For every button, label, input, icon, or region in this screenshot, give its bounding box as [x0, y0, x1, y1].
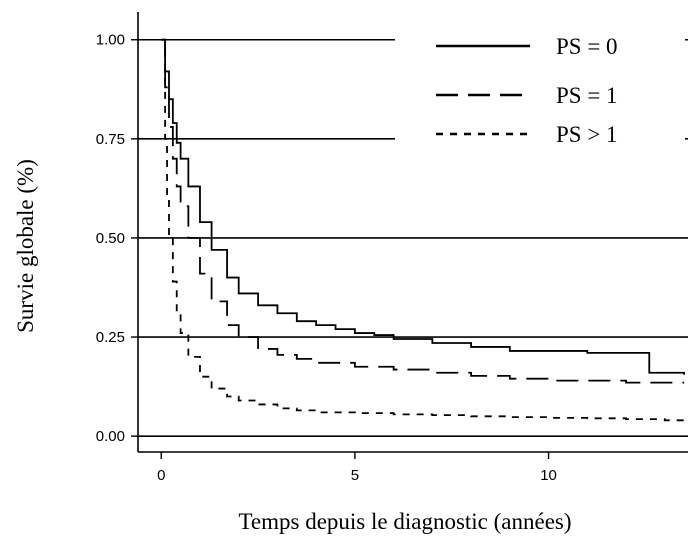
- legend-label-0: PS = 0: [556, 34, 618, 59]
- y-tick-label-3: 0.75: [96, 131, 125, 148]
- series-line-1: [161, 38, 685, 384]
- legend-label-1: PS = 1: [556, 83, 618, 108]
- series-line-2: [161, 38, 685, 422]
- x-tick-label-2: 10: [540, 467, 557, 484]
- axes: 0.00 0.25 0.50 0.75 1.00 0 5 10: [96, 12, 688, 484]
- legend-label-2: PS > 1: [556, 122, 618, 147]
- x-tick-label-0: 0: [157, 467, 165, 484]
- legend-background: [395, 18, 685, 168]
- series-group: [161, 38, 686, 422]
- y-tick-label-2: 0.50: [96, 230, 125, 247]
- y-tick-label-4: 1.00: [96, 32, 125, 49]
- x-axis-title: Temps depuis le diagnostic (années): [238, 509, 571, 534]
- legend: PS = 0 PS = 1 PS > 1: [436, 34, 618, 147]
- y-tick-label-0: 0.00: [96, 428, 125, 445]
- x-tick-label-1: 5: [351, 467, 359, 484]
- series-line-0: [161, 38, 686, 375]
- y-axis-title: Survie globale (%): [13, 159, 38, 333]
- y-tick-label-1: 0.25: [96, 329, 125, 346]
